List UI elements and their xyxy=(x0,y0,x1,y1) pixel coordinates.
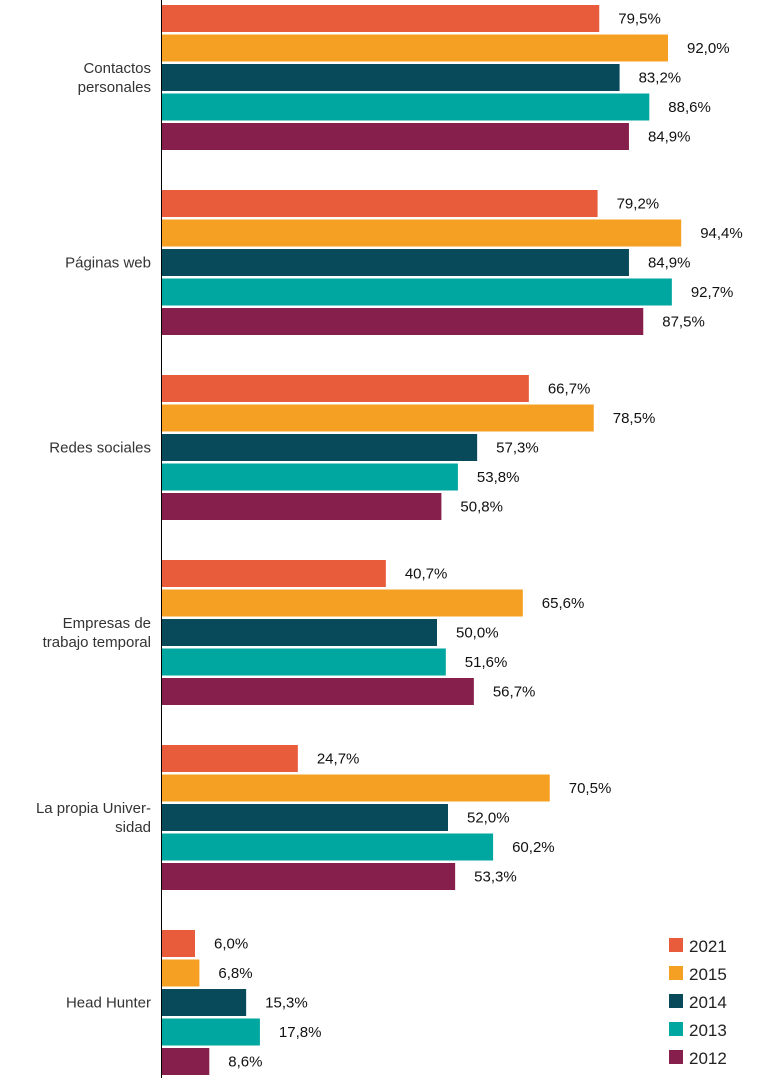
value-label-2014-5: 15,3% xyxy=(265,995,308,1012)
legend: 2021 2015 2014 2013 2012 xyxy=(669,937,727,1068)
bar-2012-4 xyxy=(162,863,456,890)
bar-2012-3 xyxy=(162,678,474,705)
legend-swatch-2014 xyxy=(669,994,683,1008)
bar-2014-5 xyxy=(162,989,247,1016)
category-label-3-line-0: Empresas de xyxy=(63,615,151,632)
category-label-4-line-1: sidad xyxy=(115,819,151,836)
value-label-2021-3: 40,7% xyxy=(405,566,448,583)
value-label-2021-0: 79,5% xyxy=(618,11,661,28)
value-label-2013-1: 92,7% xyxy=(691,284,734,301)
legend-label-2021: 2021 xyxy=(689,937,727,956)
legend-label-2015: 2015 xyxy=(689,965,727,984)
legend-label-2013: 2013 xyxy=(689,1021,727,1040)
value-label-2015-3: 65,6% xyxy=(542,595,585,612)
legend-swatch-2021 xyxy=(669,938,683,952)
value-label-2014-1: 84,9% xyxy=(648,255,691,272)
category-label-0-line-0: Contactos xyxy=(83,60,151,77)
bar-2021-5 xyxy=(162,930,195,957)
bar-2021-1 xyxy=(162,190,598,217)
bar-2013-1 xyxy=(162,278,672,306)
bars-group: 79,5% 92,0% 83,2% 88,6% 84,9% 79,2% 94,4% 84,9%… xyxy=(162,5,743,1075)
legend-label-2014: 2014 xyxy=(689,993,727,1012)
value-label-2015-0: 92,0% xyxy=(687,40,730,57)
value-label-2013-5: 17,8% xyxy=(279,1024,322,1041)
value-label-2014-2: 57,3% xyxy=(496,440,539,457)
value-label-2015-1: 94,4% xyxy=(700,225,743,242)
value-label-2021-1: 79,2% xyxy=(617,196,660,213)
category-label-0-line-1: personales xyxy=(78,79,151,96)
bar-2013-4 xyxy=(162,833,494,861)
bar-2014-0 xyxy=(162,64,620,91)
legend-swatch-2012 xyxy=(669,1050,683,1064)
legend-swatch-2013 xyxy=(669,1022,683,1036)
legend-swatch-2015 xyxy=(669,966,683,980)
bar-2021-3 xyxy=(162,560,386,587)
bar-2021-4 xyxy=(162,745,298,772)
value-label-2012-2: 50,8% xyxy=(460,499,503,516)
bar-2013-3 xyxy=(162,648,446,676)
value-label-2013-3: 51,6% xyxy=(465,654,508,671)
value-label-2013-2: 53,8% xyxy=(477,469,520,486)
value-label-2012-4: 53,3% xyxy=(474,869,517,886)
bar-2014-4 xyxy=(162,804,448,831)
category-label-2-line-0: Redes sociales xyxy=(49,440,151,457)
bar-2015-3 xyxy=(162,589,523,617)
bar-2013-2 xyxy=(162,463,458,491)
category-label-4-line-0: La propia Univer- xyxy=(36,800,151,817)
bar-2013-5 xyxy=(162,1018,260,1046)
category-label-3-line-1: trabajo temporal xyxy=(43,634,151,651)
bar-2012-1 xyxy=(162,308,644,335)
value-label-2014-3: 50,0% xyxy=(456,625,499,642)
category-labels: Contactos personales Páginas web Redes soci… xyxy=(36,60,151,1012)
bar-2012-2 xyxy=(162,493,442,520)
value-label-2014-0: 83,2% xyxy=(639,70,682,87)
value-label-2015-5: 6,8% xyxy=(218,965,252,982)
bar-2015-1 xyxy=(162,219,682,247)
value-label-2015-4: 70,5% xyxy=(569,780,612,797)
bar-2021-2 xyxy=(162,375,529,402)
bar-2014-1 xyxy=(162,249,629,276)
value-label-2013-0: 88,6% xyxy=(668,99,711,116)
bar-2015-5 xyxy=(162,959,200,987)
bar-2014-2 xyxy=(162,434,478,461)
value-label-2021-4: 24,7% xyxy=(317,751,360,768)
bar-2015-2 xyxy=(162,404,594,432)
value-label-2012-0: 84,9% xyxy=(648,129,691,146)
value-label-2013-4: 60,2% xyxy=(512,839,555,856)
value-label-2014-4: 52,0% xyxy=(467,810,510,827)
value-label-2012-3: 56,7% xyxy=(493,684,536,701)
value-label-2012-1: 87,5% xyxy=(662,314,705,331)
value-label-2012-5: 8,6% xyxy=(228,1054,262,1071)
bar-2021-0 xyxy=(162,5,600,32)
bar-2015-0 xyxy=(162,34,668,62)
bar-2013-0 xyxy=(162,93,650,121)
bar-2015-4 xyxy=(162,774,550,802)
bar-2012-5 xyxy=(162,1048,210,1075)
value-label-2021-5: 6,0% xyxy=(214,936,248,953)
category-label-5-line-0: Head Hunter xyxy=(66,995,151,1012)
bar-2012-0 xyxy=(162,123,629,150)
legend-label-2012: 2012 xyxy=(689,1049,727,1068)
value-label-2015-2: 78,5% xyxy=(613,410,656,427)
bar-2014-3 xyxy=(162,619,437,646)
category-label-1-line-0: Páginas web xyxy=(65,255,151,272)
value-label-2021-2: 66,7% xyxy=(548,381,591,398)
